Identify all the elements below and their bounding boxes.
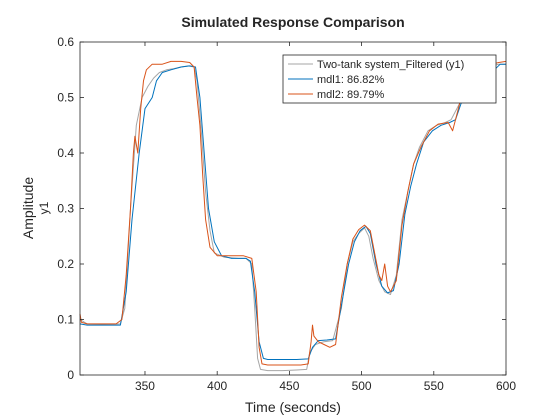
- legend[interactable]: Two-tank system_Filtered (y1) mdl1: 86.82…: [282, 54, 497, 104]
- legend-label-1: Two-tank system_Filtered (y1): [317, 59, 464, 71]
- series-line-2[interactable]: [79, 63, 506, 360]
- y-tick-label: 0.1: [57, 313, 74, 327]
- y-tick-label: 0.3: [57, 202, 74, 216]
- legend-entries: Two-tank system_Filtered (y1) mdl1: 86.82…: [288, 59, 464, 101]
- y-tick-label: 0.2: [57, 257, 74, 271]
- x-tick-label: 400: [207, 379, 227, 393]
- x-tick-label: 600: [496, 379, 516, 393]
- legend-box: [282, 54, 497, 104]
- legend-label-2: mdl1: 86.82%: [317, 74, 384, 86]
- legend-label-3: mdl2: 89.79%: [317, 89, 384, 101]
- x-tick-label: 550: [424, 379, 444, 393]
- y-tick-label: 0.5: [57, 91, 74, 105]
- y-tick-label: 0.6: [57, 35, 74, 49]
- x-axis-label: Time (seconds): [245, 399, 341, 415]
- y-tick-label: 0: [67, 368, 74, 382]
- series-line-3[interactable]: [79, 60, 507, 366]
- y-axis-label: Amplitude: [20, 177, 36, 239]
- x-tick-label: 500: [352, 379, 372, 393]
- y-tick-label: 0.4: [57, 146, 74, 160]
- y-axis-channel-label: y1: [37, 201, 51, 214]
- tick-layer: 350 400 450 500 550 600 0 0.1 0.2 0.3 0.4 0.5 0.6: [57, 35, 516, 393]
- chart-title: Simulated Response Comparison: [181, 14, 404, 30]
- x-tick-label: 450: [279, 379, 299, 393]
- series-layer: [79, 60, 507, 372]
- x-tick-label: 350: [135, 379, 155, 393]
